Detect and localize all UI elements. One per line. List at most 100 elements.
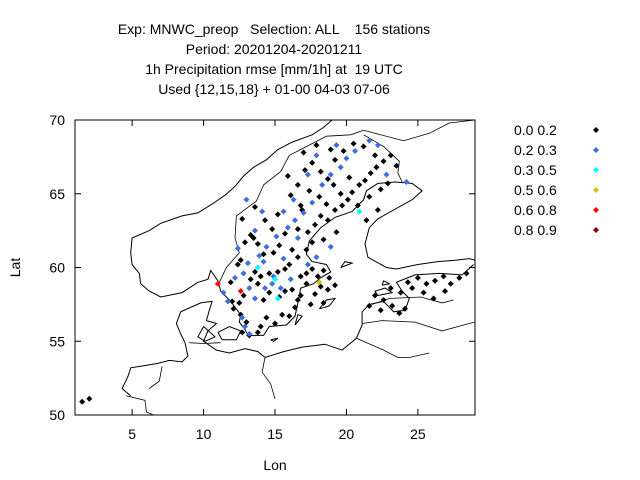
station-point-class0-105	[300, 149, 307, 156]
station-point-class0-89	[317, 168, 324, 175]
station-point-class1-15	[256, 252, 263, 259]
station-point-class1-40	[287, 276, 294, 283]
station-point-class1-6	[242, 323, 248, 330]
station-point-class0-108	[333, 229, 340, 236]
station-point-class0-37	[309, 265, 316, 272]
station-point-class0-125	[387, 285, 394, 292]
station-point-class1-17	[273, 233, 280, 240]
station-point-class0-55	[282, 230, 288, 237]
station-point-class0-6	[236, 299, 243, 306]
station-point-class0-82	[384, 180, 391, 187]
station-point-class1-28	[374, 142, 381, 149]
station-point-class1-29	[383, 171, 390, 178]
station-point-class0-32	[282, 265, 288, 272]
station-point-class1-8	[239, 314, 246, 321]
legend-marker-1	[593, 147, 599, 153]
station-point-class0-0	[79, 398, 86, 405]
station-point-class0-113	[423, 280, 430, 287]
station-point-class0-109	[320, 236, 327, 243]
legend-label-2: 0.3 0.5	[514, 162, 557, 178]
station-point-class0-43	[303, 280, 310, 287]
station-point-class1-27	[366, 137, 373, 144]
station-point-class1-1	[224, 298, 231, 305]
station-point-class0-52	[262, 217, 268, 224]
station-point-class0-100	[360, 143, 367, 150]
station-point-class0-71	[332, 206, 338, 213]
station-point-class0-44	[297, 292, 304, 299]
station-point-class0-26	[254, 280, 261, 287]
station-point-class1-18	[284, 224, 291, 231]
station-point-class0-101	[372, 152, 378, 159]
station-point-class1-30	[403, 178, 410, 185]
y-axis-label: Lat	[7, 258, 23, 278]
station-point-class0-97	[332, 156, 338, 163]
legend-marker-2	[593, 167, 599, 173]
station-point-class0-35	[297, 273, 304, 280]
border-6	[356, 337, 430, 358]
station-point-class0-11	[254, 329, 261, 336]
chart-title-line-4: Used {12,15,18} + 01-00 04-03 07-06	[158, 81, 390, 97]
x-tick-label: 25	[410, 426, 426, 442]
legend: 0.0 0.2 0.2 0.3 0.3 0.5 0.5 0.6 0.6 0.8 0.8 0…	[514, 122, 599, 238]
coastline-3	[217, 325, 242, 341]
station-point-class0-60	[254, 240, 261, 247]
station-point-class1-25	[343, 155, 350, 162]
station-point-class0-69	[317, 212, 324, 219]
legend-marker-0	[593, 127, 599, 133]
station-point-class0-88	[324, 176, 331, 182]
station-point-class0-104	[313, 142, 320, 149]
station-point-class1-37	[333, 142, 340, 149]
station-point-class0-102	[350, 140, 357, 147]
station-point-class0-124	[397, 289, 404, 296]
station-point-class0-12	[257, 323, 264, 330]
station-point-class0-81	[393, 162, 400, 169]
station-point-class0-47	[324, 286, 331, 293]
coastline-7	[374, 287, 394, 296]
legend-marker-4	[593, 207, 599, 213]
station-point-class0-84	[366, 193, 373, 200]
station-point-class0-46	[320, 299, 327, 306]
station-point-class0-34	[294, 254, 301, 261]
station-point-class1-31	[243, 196, 250, 203]
border-3	[363, 120, 475, 142]
station-point-class0-27	[247, 276, 254, 283]
station-point-class0-50	[239, 215, 246, 222]
station-point-class0-1	[86, 395, 93, 402]
station-point-class0-51	[252, 204, 258, 211]
chart-title-line-3: 1h Precipitation rmse [mm/1h] at 19 UTC	[145, 61, 403, 77]
x-tick-label: 5	[128, 426, 136, 442]
axis-ticks: 5 10 15 20 25 50 55 60 65 70	[49, 112, 475, 442]
station-point-class1-13	[280, 255, 287, 262]
station-point-class0-122	[409, 285, 416, 292]
station-point-class1-42	[313, 254, 320, 261]
station-point-class0-48	[332, 282, 338, 289]
station-point-class1-33	[280, 208, 287, 215]
station-point-class0-103	[327, 146, 334, 153]
legend-label-4: 0.6 0.8	[514, 202, 557, 218]
station-point-class1-16	[263, 243, 270, 250]
station-point-class0-39	[320, 267, 327, 274]
station-point-class2-1	[272, 276, 278, 283]
station-point-class0-116	[447, 280, 454, 287]
station-point-class1-2	[232, 274, 238, 281]
station-point-class0-66	[309, 239, 316, 246]
legend-label-0: 0.0 0.2	[514, 122, 557, 138]
station-point-class0-80	[387, 152, 394, 159]
x-tick-label: 10	[196, 426, 212, 442]
station-point-class1-26	[352, 147, 358, 154]
coastline-0	[121, 264, 474, 397]
station-point-class0-67	[303, 246, 310, 253]
station-point-class1-34	[290, 196, 297, 203]
x-tick-label: 15	[267, 426, 283, 442]
station-point-class0-19	[292, 304, 298, 311]
station-point-class0-87	[330, 181, 337, 188]
map-layer	[121, 120, 475, 415]
station-point-class0-86	[337, 190, 344, 197]
station-point-class0-14	[239, 329, 246, 336]
station-point-class0-90	[309, 159, 316, 166]
chart-title-line-2: Period: 20201204-20201211	[185, 41, 363, 57]
station-point-class0-96	[323, 201, 330, 208]
station-point-class2-3	[356, 208, 363, 215]
border-4	[362, 320, 475, 332]
station-point-class0-93	[287, 192, 294, 199]
